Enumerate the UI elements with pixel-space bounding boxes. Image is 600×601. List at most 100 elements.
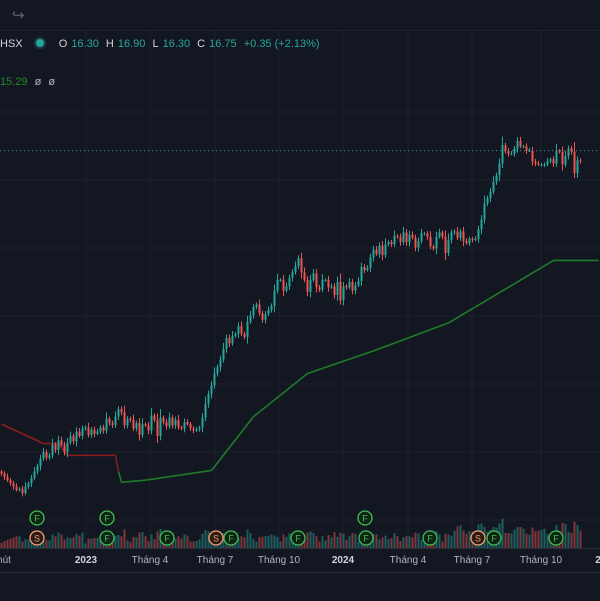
svg-text:S: S — [213, 534, 219, 544]
volume-bar — [63, 539, 66, 548]
candle-body — [480, 219, 483, 230]
volume-bar — [240, 536, 243, 548]
candle-body — [336, 282, 339, 295]
candle-body — [360, 266, 363, 281]
volume-bar — [318, 541, 321, 548]
candle-body — [78, 431, 81, 436]
candle-body — [297, 258, 300, 266]
x-tick-2023: 2023 — [74, 555, 98, 566]
indicator-legend[interactable]: 15.29 ø ø — [0, 76, 55, 88]
time-axis[interactable]: hút 2023 Tháng 4 Tháng 7 Tháng 10 2024 T… — [0, 548, 600, 573]
volume-bar — [447, 534, 450, 548]
volume-bar — [507, 533, 510, 548]
volume-bar — [24, 539, 27, 548]
trailing-stop-line — [1, 259, 599, 484]
volume-bar — [576, 525, 579, 548]
volume-bar — [186, 535, 189, 548]
volume-bar — [465, 533, 468, 548]
volume-bar — [531, 527, 534, 548]
candle-body — [342, 286, 345, 301]
candle-body — [546, 161, 549, 165]
candle-body — [120, 409, 123, 413]
candle-body — [369, 257, 372, 268]
volume-bar — [372, 533, 375, 548]
volume-bar — [270, 534, 273, 548]
candle-body — [339, 282, 342, 301]
volume-bar — [204, 530, 207, 548]
candle-body — [81, 428, 84, 436]
candle-body — [18, 488, 21, 490]
candle-body — [324, 279, 327, 281]
candle-body — [15, 486, 18, 490]
volume-bar — [438, 534, 441, 548]
volume-bar — [177, 536, 180, 548]
volume-bar — [414, 532, 417, 548]
volume-bar — [276, 536, 279, 548]
candle-body — [555, 150, 558, 164]
candle-body — [153, 415, 156, 420]
candle-body — [99, 427, 102, 432]
volume-bar — [147, 541, 150, 548]
candle-body — [279, 279, 282, 281]
candle-body — [117, 409, 120, 417]
volume-bar — [393, 533, 396, 548]
candle-body — [483, 203, 486, 220]
indicator-extra-2: ø — [48, 76, 56, 88]
volume-bar — [381, 537, 384, 548]
candle-body — [522, 146, 525, 148]
candle-body — [12, 483, 15, 487]
candle-body — [273, 290, 276, 306]
candle-body — [450, 232, 453, 240]
event-marker-f: F — [29, 510, 45, 526]
candle-body — [468, 238, 471, 244]
volume-bar — [129, 542, 132, 548]
volume-bar — [423, 542, 426, 548]
candle-body — [63, 444, 66, 453]
volume-bar — [543, 528, 546, 548]
candle-body — [102, 427, 105, 431]
volume-bar — [51, 534, 54, 548]
volume-bar — [384, 535, 387, 548]
volume-bar — [522, 528, 525, 548]
volume-bar — [255, 541, 258, 548]
volume-bar — [519, 527, 522, 548]
candle-body — [189, 424, 192, 429]
candle-body — [228, 338, 231, 344]
volume-bar — [468, 531, 471, 548]
trailing-stop-segment — [117, 471, 123, 483]
candle-body — [456, 231, 459, 238]
event-marker-f: F — [159, 530, 175, 546]
candle-body — [162, 417, 165, 422]
candle-body — [264, 314, 267, 320]
close-label: C — [197, 38, 206, 50]
volume-bar — [330, 537, 333, 548]
low-label: L — [152, 38, 159, 50]
candle-body — [417, 241, 420, 248]
candle-body — [579, 160, 582, 162]
candle-body — [276, 279, 279, 291]
candle-body — [255, 304, 258, 307]
volume-bar — [405, 536, 408, 548]
volume-bar — [285, 536, 288, 548]
candle-body — [147, 425, 150, 431]
event-marker-f: F — [548, 530, 564, 546]
volume-bar — [264, 536, 267, 548]
volume-bar — [45, 539, 48, 548]
svg-text:F: F — [362, 514, 368, 524]
candle-body — [348, 282, 351, 288]
candle-body — [519, 140, 522, 147]
redo-arrow-icon[interactable]: ↪ — [12, 7, 25, 24]
candle-body — [126, 418, 129, 426]
symbol-exchange[interactable]: HSX — [0, 38, 23, 50]
price-chart[interactable]: F F FS F F S F F F F S F F — [0, 0, 600, 548]
candle-body — [384, 244, 387, 256]
volume-bar — [261, 536, 264, 548]
svg-text:S: S — [475, 534, 481, 544]
event-marker-f: F — [422, 530, 438, 546]
candle-body — [216, 367, 219, 374]
candle-body — [489, 191, 492, 198]
svg-text:F: F — [104, 534, 110, 544]
candle-body — [576, 160, 579, 174]
volume-bar — [351, 533, 354, 548]
volume-bar — [15, 536, 18, 548]
